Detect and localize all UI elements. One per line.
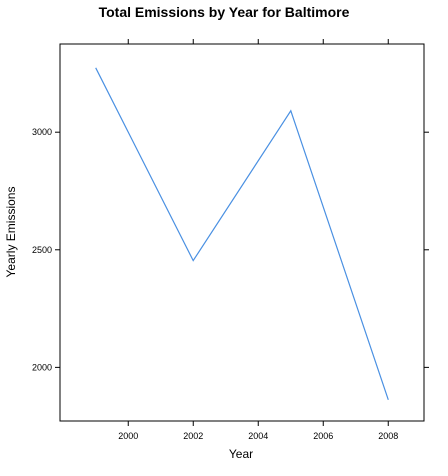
x-axis: 2000 2002 2004 2006 2008 [118,39,398,441]
x-tick-label: 2006 [313,431,333,441]
x-tick-label: 2008 [378,431,398,441]
chart-title: Total Emissions by Year for Baltimore [99,4,350,20]
y-tick-label: 3000 [32,127,52,137]
y-axis: 2000 2500 3000 [32,127,429,372]
x-axis-label: Year [229,447,253,461]
x-tick-label: 2002 [183,431,203,441]
plot-frame [59,43,425,422]
x-tick-label: 2000 [118,431,138,441]
series-line [95,67,389,400]
y-tick-label: 2500 [32,245,52,255]
y-tick-label: 2000 [32,362,52,372]
x-tick-label: 2004 [248,431,268,441]
y-axis-label: Yearly Emissions [4,187,18,278]
series-layer [95,67,389,400]
